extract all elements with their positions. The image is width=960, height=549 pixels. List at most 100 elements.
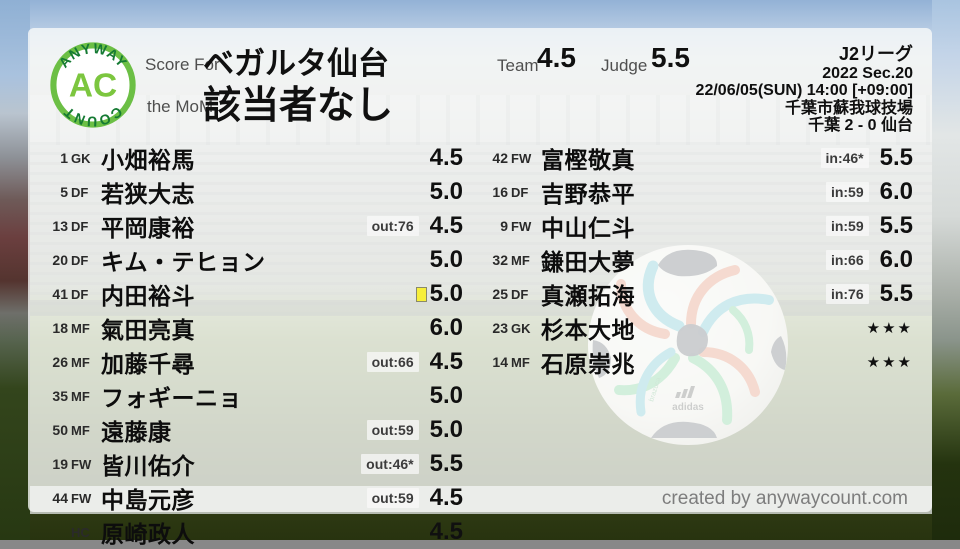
- player-rating: 5.0: [429, 246, 463, 273]
- player-number: 44: [52, 490, 68, 506]
- player-name: 平岡康裕: [101, 215, 195, 241]
- player-name: 遠藤康: [101, 419, 172, 445]
- player-number: 9: [500, 218, 508, 234]
- player-row: 9 FW 中山仁斗 in:59 5.5: [482, 209, 913, 243]
- player-number: 18: [52, 320, 68, 336]
- player-name: 中島元彦: [101, 487, 195, 513]
- player-name: 内田裕斗: [101, 283, 195, 309]
- photo-right-edge: [932, 0, 960, 540]
- substitution-badge: out:59: [366, 488, 419, 508]
- player-name: 原崎政人: [101, 521, 195, 547]
- player-position: MF: [71, 422, 90, 438]
- player-position: MF: [71, 354, 90, 370]
- player-row: 18 MF 氣田亮真 6.0: [42, 311, 463, 345]
- player-name: 中山仁斗: [541, 215, 635, 241]
- team-name-title: ベガルタ仙台: [203, 46, 389, 81]
- player-row: 41 DF 内田裕斗 5.0: [42, 277, 463, 311]
- player-row: 14 MF 石原崇兆 ★★★: [482, 345, 913, 379]
- player-rating: 6.0: [879, 246, 913, 273]
- team-score-label: Team: [497, 56, 539, 75]
- player-position: FW: [71, 490, 92, 506]
- logo-initials: AC: [69, 67, 117, 104]
- player-number: 14: [492, 354, 508, 370]
- player-rating: 4.5: [429, 484, 463, 511]
- player-rating: 5.5: [429, 450, 463, 477]
- player-position: MF: [71, 320, 90, 336]
- player-name: 氣田亮真: [101, 317, 195, 343]
- player-rating: 6.0: [879, 178, 913, 205]
- player-number: 5: [60, 184, 68, 200]
- player-position: DF: [71, 218, 89, 234]
- player-name: 小畑裕馬: [101, 147, 195, 173]
- substitution-badge: in:66: [825, 250, 869, 270]
- player-row: 20 DF キム・テヒョン 5.0: [42, 243, 463, 277]
- player-rating: ★★★: [866, 320, 913, 337]
- player-name: 鎌田大夢: [541, 249, 635, 275]
- season-section: 2022 Sec.20: [822, 65, 913, 82]
- player-rating: ★★★: [866, 354, 913, 371]
- player-name: 吉野恭平: [541, 181, 635, 207]
- player-position: DF: [71, 184, 89, 200]
- player-rating: 5.5: [879, 212, 913, 239]
- player-row: 35 MF フォギーニョ 5.0: [42, 379, 463, 413]
- mom-value: 該当者なし: [203, 85, 394, 127]
- player-name: フォギーニョ: [101, 385, 242, 411]
- player-position: DF: [71, 252, 89, 268]
- player-row: 44 FW 中島元彦 out:59 4.5: [42, 481, 463, 515]
- league-name: J2リーグ: [838, 44, 913, 64]
- kickoff-datetime: 22/06/05(SUN) 14:00 [+09:00]: [695, 82, 913, 100]
- player-row: 42 FW 富樫敬真 in:46* 5.5: [482, 141, 913, 175]
- substitution-badge: in:59: [825, 216, 869, 236]
- player-position: DF: [511, 286, 529, 302]
- player-number: 32: [492, 252, 508, 268]
- player-position: FW: [511, 150, 532, 166]
- substitutes-column: 42 FW 富樫敬真 in:46* 5.5 16 DF 吉野恭平 in:59 6…: [482, 141, 913, 379]
- player-number: 26: [52, 354, 68, 370]
- player-row: 1 GK 小畑裕馬 4.5: [42, 141, 463, 175]
- player-row: 19 FW 皆川佑介 out:46* 5.5: [42, 447, 463, 481]
- player-number: 50: [52, 422, 68, 438]
- player-position: MF: [511, 354, 530, 370]
- starters-column: 1 GK 小畑裕馬 4.5 5 DF 若狭大志 5.0 13 DF 平岡康裕 o…: [42, 141, 463, 549]
- mom-label: the MoM: [147, 97, 214, 116]
- player-row: 23 GK 杉本大地 ★★★: [482, 311, 913, 345]
- player-rating: 5.5: [879, 144, 913, 171]
- player-number: 16: [492, 184, 508, 200]
- match-result: 千葉 2 - 0 仙台: [808, 117, 913, 135]
- player-row: 13 DF 平岡康裕 out:76 4.5: [42, 209, 463, 243]
- player-row: 32 MF 鎌田大夢 in:66 6.0: [482, 243, 913, 277]
- player-number: 1: [60, 150, 68, 166]
- player-number: 41: [52, 286, 68, 302]
- player-row: 25 DF 真瀬拓海 in:76 5.5: [482, 277, 913, 311]
- player-rating: 4.5: [429, 212, 463, 239]
- player-rating: 6.0: [429, 314, 463, 341]
- yellow-card-icon: [415, 286, 427, 302]
- player-number: 42: [492, 150, 508, 166]
- player-position: DF: [71, 286, 89, 302]
- player-row: 26 MF 加藤千尋 out:66 4.5: [42, 345, 463, 379]
- player-position: MF: [511, 252, 530, 268]
- credit-text: created by anywaycount.com: [661, 488, 908, 509]
- player-row: 16 DF 吉野恭平 in:59 6.0: [482, 175, 913, 209]
- player-name: 富樫敬真: [541, 147, 635, 173]
- photo-left-edge: [0, 0, 30, 540]
- substitution-badge: in:76: [825, 284, 869, 304]
- player-name: 若狭大志: [101, 181, 195, 207]
- player-rating: 4.5: [429, 348, 463, 375]
- score-for-label: Score For: [145, 55, 220, 74]
- player-position: FW: [511, 218, 532, 234]
- player-number: 35: [52, 388, 68, 404]
- anywaycount-logo-icon: ANYWAY COUNT AC: [50, 41, 136, 129]
- card-overlay: [28, 28, 932, 512]
- player-name: 真瀬拓海: [541, 283, 635, 309]
- substitution-badge: in:59: [825, 182, 869, 202]
- player-rating: 4.5: [429, 144, 463, 171]
- player-rating: 5.5: [879, 280, 913, 307]
- player-rating: 4.5: [429, 518, 463, 545]
- substitution-badge: out:59: [366, 420, 419, 440]
- player-number: 13: [52, 218, 68, 234]
- substitution-badge: out:66: [366, 352, 419, 372]
- player-name: 杉本大地: [541, 317, 635, 343]
- player-rating: 5.0: [429, 178, 463, 205]
